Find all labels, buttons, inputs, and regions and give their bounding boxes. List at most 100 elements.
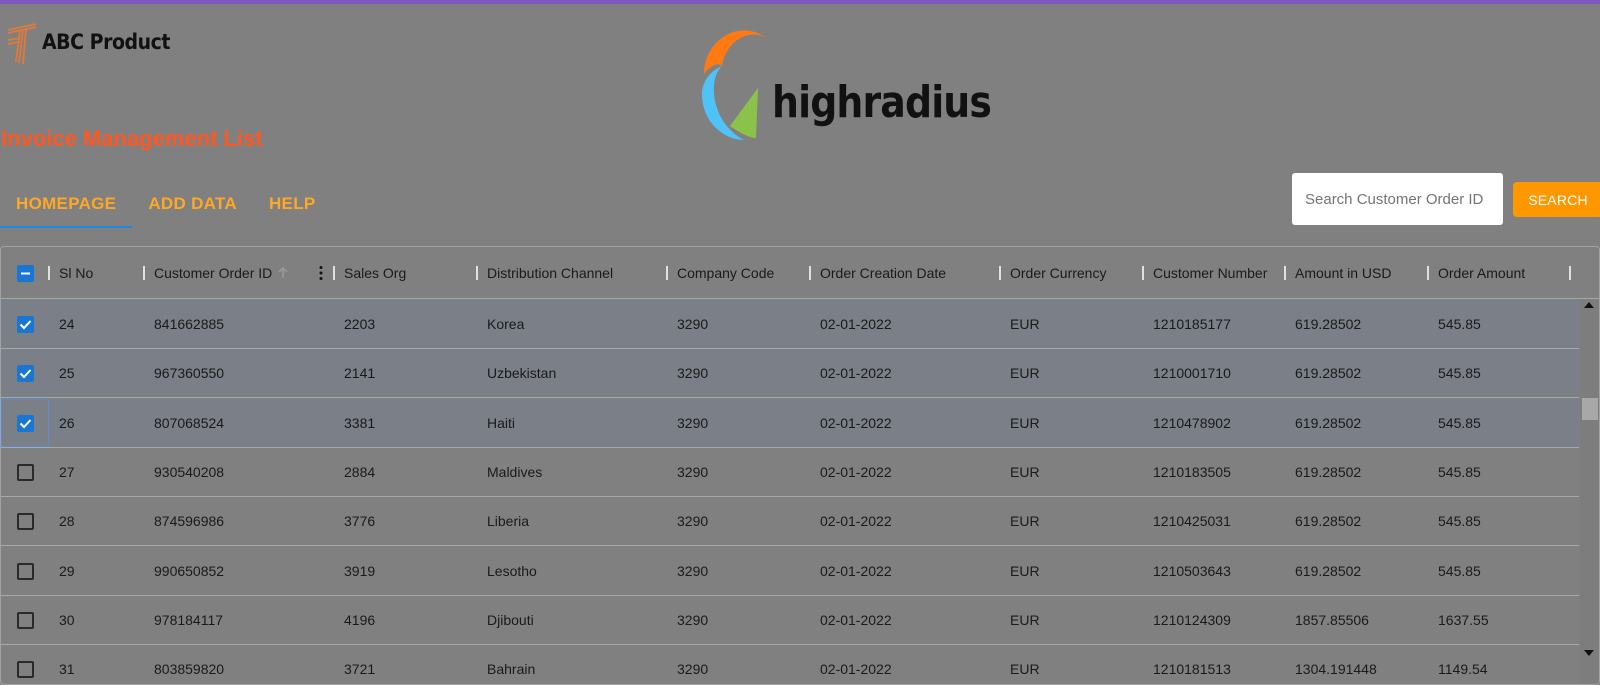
scroll-down-arrow-icon[interactable]	[1584, 650, 1594, 656]
cell-sales-org: 3776	[344, 513, 376, 530]
cell-order-currency: EUR	[1010, 414, 1040, 431]
cell-order-amount: 545.85	[1438, 365, 1481, 382]
cell-order-creation-date: 02-01-2022	[820, 463, 892, 480]
invoice-data-grid: Sl No Customer Order ID Sales Org Distri…	[0, 246, 1600, 685]
cell-order-amount: 545.85	[1438, 463, 1481, 480]
table-row[interactable]: 28 874596986 3776 Liberia 3290 02-01-2022 EUR 1…	[1, 497, 1579, 547]
table-row[interactable]: 25 967360550 2141 Uzbekistan 3290 02-01-2022 E…	[1, 349, 1579, 399]
tab-add-data[interactable]: ADD DATA	[148, 194, 237, 213]
column-header-customer-order-id[interactable]: Customer Order ID	[154, 265, 273, 281]
checkmark-icon	[19, 418, 32, 429]
row-checkbox-cell	[1, 596, 49, 644]
search-input[interactable]	[1292, 173, 1503, 225]
cell-order-creation-date: 02-01-2022	[820, 562, 892, 579]
column-separator[interactable]	[999, 266, 1001, 280]
cell-sl-no: 28	[59, 513, 75, 530]
row-checkbox-cell	[1, 300, 49, 348]
app-name: ABC Product	[42, 30, 170, 54]
column-header-customer-number[interactable]: Customer Number	[1153, 265, 1268, 281]
tab-help[interactable]: HELP	[268, 194, 316, 213]
vertical-dots-icon[interactable]	[318, 265, 324, 281]
column-separator[interactable]	[1569, 266, 1571, 280]
column-header-sales-org[interactable]: Sales Org	[344, 265, 407, 281]
cell-order-amount: 545.85	[1438, 316, 1481, 332]
cell-customer-number: 1210183505	[1153, 463, 1231, 480]
column-separator[interactable]	[48, 266, 50, 280]
cell-sales-org: 3919	[344, 562, 376, 579]
abc-product-logo: ABC Product	[6, 18, 184, 66]
search-button[interactable]: SEARCH	[1513, 182, 1600, 217]
cell-customer-number: 1210124309	[1153, 611, 1231, 628]
column-separator[interactable]	[809, 266, 811, 280]
column-header-order-currency[interactable]: Order Currency	[1010, 265, 1107, 281]
minus-icon	[21, 272, 30, 275]
row-checkbox-cell	[1, 547, 49, 595]
table-row[interactable]: 26 807068524 3381 Haiti 3290 02-01-2022 EUR 121…	[1, 398, 1579, 448]
row-checkbox[interactable]	[17, 611, 34, 629]
column-separator[interactable]	[1427, 266, 1429, 280]
cell-distribution-channel: Uzbekistan	[487, 365, 557, 382]
table-row[interactable]: 31 803859820 3721 Bahrain 3290 02-01-2022 EUR 1…	[1, 645, 1579, 684]
column-separator[interactable]	[333, 266, 335, 280]
arrow-up-icon[interactable]	[276, 266, 290, 280]
column-header-order-creation-date[interactable]: Order Creation Date	[820, 265, 947, 281]
cell-order-currency: EUR	[1010, 463, 1040, 480]
top-accent-bar	[0, 0, 1600, 4]
column-separator[interactable]	[666, 266, 668, 280]
column-separator[interactable]	[143, 266, 145, 280]
cell-company-code: 3290	[677, 463, 709, 480]
table-header-row: Sl No Customer Order ID Sales Org Distri…	[1, 247, 1599, 299]
cell-order-amount: 545.85	[1438, 414, 1481, 431]
cell-customer-number: 1210478902	[1153, 414, 1231, 431]
column-header-sl-no[interactable]: Sl No	[59, 265, 94, 281]
cell-amount-in-usd: 619.28502	[1295, 562, 1362, 579]
row-checkbox[interactable]	[17, 513, 34, 531]
cell-order-creation-date: 02-01-2022	[820, 365, 892, 382]
cell-sl-no: 24	[59, 316, 75, 332]
column-header-distribution-channel[interactable]: Distribution Channel	[487, 265, 614, 281]
cell-customer-number: 1210001710	[1153, 365, 1231, 382]
select-all-checkbox[interactable]	[17, 265, 34, 282]
cell-amount-in-usd: 619.28502	[1295, 414, 1362, 431]
table-row[interactable]: 30 978184117 4196 Djibouti 3290 02-01-2022 EUR…	[1, 596, 1579, 645]
column-header-company-code[interactable]: Company Code	[677, 265, 775, 281]
cell-customer-order-id: 874596986	[154, 513, 225, 530]
row-checkbox[interactable]	[17, 562, 34, 580]
scroll-thumb[interactable]	[1582, 398, 1598, 420]
row-checkbox-cell	[1, 398, 49, 447]
cell-company-code: 3290	[677, 414, 709, 431]
row-checkbox[interactable]	[17, 365, 34, 383]
page-title: Invoice Management List	[1, 126, 263, 151]
cell-sales-org: 3381	[344, 414, 376, 431]
tab-homepage[interactable]: HOMEPAGE	[0, 182, 133, 228]
abc-logo-icon	[7, 23, 37, 65]
cell-customer-order-id: 990650852	[154, 562, 225, 579]
column-separator[interactable]	[476, 266, 478, 280]
scroll-up-arrow-icon[interactable]	[1584, 302, 1594, 308]
table-row[interactable]: 27 930540208 2884 Maldives 3290 02-01-2022 EUR…	[1, 448, 1579, 497]
cell-order-creation-date: 02-01-2022	[820, 661, 892, 678]
column-header-amount-in-usd[interactable]: Amount in USD	[1295, 265, 1392, 281]
column-separator[interactable]	[1142, 266, 1144, 280]
cell-customer-order-id: 967360550	[154, 365, 225, 382]
cell-sales-org: 2884	[344, 463, 376, 480]
table-body: 24 841662885 2203 Korea 3290 02-01-2022 EUR 121…	[1, 300, 1579, 684]
vertical-scrollbar[interactable]	[1580, 300, 1599, 684]
cell-order-currency: EUR	[1010, 316, 1040, 332]
cell-order-creation-date: 02-01-2022	[820, 414, 892, 431]
table-row[interactable]: 24 841662885 2203 Korea 3290 02-01-2022 EUR 121…	[1, 300, 1579, 349]
column-header-order-amount[interactable]: Order Amount	[1438, 265, 1526, 281]
cell-customer-order-id: 930540208	[154, 463, 225, 480]
highradius-logo-icon	[702, 30, 766, 140]
row-checkbox[interactable]	[17, 463, 34, 481]
column-separator[interactable]	[1284, 266, 1286, 280]
row-checkbox-cell	[1, 349, 49, 397]
row-checkbox[interactable]	[17, 316, 34, 333]
checkmark-icon	[19, 369, 32, 379]
cell-sales-org: 3721	[344, 661, 376, 678]
cell-distribution-channel: Liberia	[487, 513, 530, 530]
row-checkbox[interactable]	[17, 661, 34, 679]
cell-order-amount: 1149.54	[1438, 661, 1488, 678]
row-checkbox[interactable]	[17, 414, 34, 432]
table-row[interactable]: 29 990650852 3919 Lesotho 3290 02-01-2022 EUR 1…	[1, 547, 1579, 596]
